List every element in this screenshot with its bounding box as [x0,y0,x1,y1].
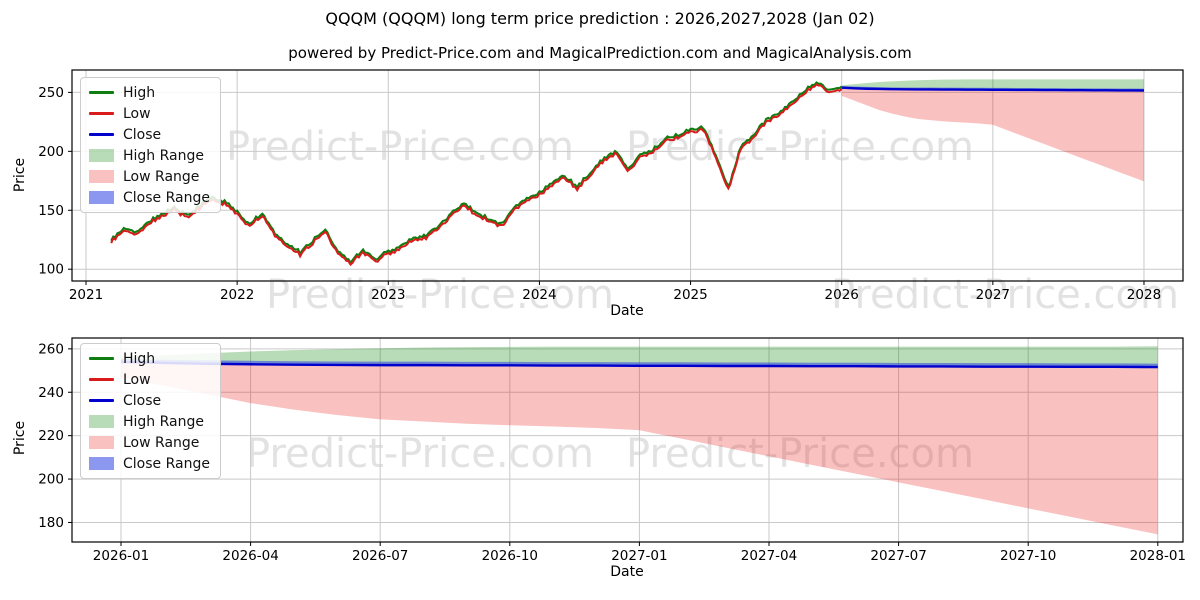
legend-item-high-range: High Range [89,412,210,431]
x-tick-label: 2027-07 [870,548,926,564]
legend-item-low-range: Low Range [89,167,210,186]
legend-label: High Range [123,147,204,164]
legend-patch-swatch [89,170,114,183]
legend-line-swatch [89,112,114,115]
x-tick-label: 2026-04 [222,548,278,564]
legend-line-swatch [89,378,114,381]
axis-ticks: 2021 2022 2023 2024 2025 2026 2027 2028 100 150 20… [38,85,1186,564]
watermark-text: Predict-Price.com [831,272,1179,318]
top-chart-series [110,79,1144,267]
legend-line-swatch [89,399,114,402]
x-tick-label: 2028-01 [1130,548,1186,564]
legend-label: Close [123,126,162,143]
legend-label: Low Range [123,168,200,185]
y-axis-label-bottom: Price [12,420,28,456]
legend-item-close: Close [89,125,210,144]
bottom-chart-series [120,346,1158,535]
legend-item-high: High [89,83,210,102]
watermark-text: Predict-Price.com [246,431,594,477]
y-axis-label-top: Price [12,157,28,193]
legend-patch-swatch [89,191,114,204]
legend-label: Low [123,105,151,122]
legend-label: Close [123,392,162,409]
y-tick-label: 260 [38,341,64,357]
x-tick-label: 2026 [825,287,859,303]
legend-line-swatch [89,357,114,360]
legend-label: High [123,84,156,101]
watermark-text: Predict-Price.com [626,431,974,477]
y-tick-label: 250 [38,85,64,101]
y-tick-label: 220 [38,428,64,444]
x-tick-label: 2022 [220,287,254,303]
y-tick-label: 180 [38,515,64,531]
x-tick-label: 2027-04 [741,548,797,564]
x-axis-label-bottom: Date [610,564,644,580]
y-tick-label: 240 [38,385,64,401]
x-tick-label: 2027-01 [611,548,667,564]
legend-top-chart: High Low Close High Range Low Range Close Ran… [80,77,221,213]
legend-bottom-chart: High Low Close High Range Low Range Close Ran… [80,343,221,479]
x-tick-label: 2027-10 [1000,548,1056,564]
x-tick-label: 2028 [1127,287,1161,303]
y-tick-label: 200 [38,144,64,160]
page-title: QQQM (QQQM) long term price prediction :… [325,9,875,28]
legend-item-low: Low [89,104,210,123]
x-tick-label: 2026-01 [93,548,149,564]
legend-line-swatch [89,133,114,136]
x-tick-label: 2021 [69,287,103,303]
legend-patch-swatch [89,415,114,428]
watermark-text: Predict-Price.com [626,124,974,170]
low-range-band [841,87,1144,182]
low-range-band [121,361,1158,535]
page-subtitle: powered by Predict-Price.com and Magical… [288,44,912,62]
legend-item-low: Low [89,370,210,389]
watermark-text: Predict-Price.com [266,272,614,318]
y-tick-label: 100 [38,262,64,278]
legend-item-low-range: Low Range [89,433,210,452]
legend-item-high-range: High Range [89,146,210,165]
x-tick-label: 2023 [371,287,405,303]
x-tick-label: 2024 [522,287,556,303]
legend-item-close-range: Close Range [89,188,210,207]
legend-item-close-range: Close Range [89,454,210,473]
close-line [841,86,1144,92]
x-tick-label: 2026-07 [352,548,408,564]
legend-line-swatch [89,91,114,94]
legend-patch-swatch [89,149,114,162]
legend-label: Close Range [123,189,210,206]
legend-patch-swatch [89,457,114,470]
watermark-text: Predict-Price.com [226,124,574,170]
x-tick-label: 2025 [673,287,707,303]
x-axis-label-top: Date [610,303,644,319]
legend-item-high: High [89,349,210,368]
watermark-layer: Predict-Price.com Predict-Price.com Predic… [226,124,1179,477]
high-line [110,81,843,265]
legend-label: Low Range [123,434,200,451]
gridlines [72,70,1183,542]
y-tick-label: 150 [38,203,64,219]
legend-label: High Range [123,413,204,430]
legend-label: Low [123,371,151,388]
legend-label: High [123,350,156,367]
legend-label: Close Range [123,455,210,472]
close-line [120,360,1158,369]
x-tick-label: 2027 [976,287,1010,303]
legend-patch-swatch [89,436,114,449]
x-tick-label: 2026-10 [482,548,538,564]
legend-item-close: Close [89,391,210,410]
axes-frame [71,337,1184,543]
low-line [110,83,843,267]
axes-frame [71,69,1184,282]
y-tick-label: 200 [38,472,64,488]
